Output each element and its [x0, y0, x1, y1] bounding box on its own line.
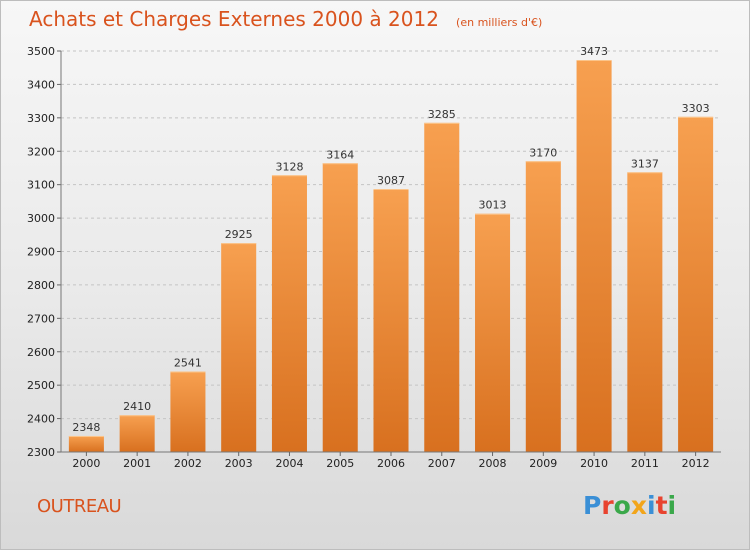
bar-2001 [119, 415, 155, 452]
x-tick-label: 2006 [377, 457, 405, 470]
labels: 2348 2410 2541 2925 3128 3164 3087 3285 3013 3170… [72, 45, 709, 434]
data-label-2007: 3285 [428, 108, 456, 121]
logo-letter: i [667, 491, 677, 520]
bar-2004 [271, 175, 307, 452]
x-tick-label: 2010 [580, 457, 608, 470]
data-label-2006: 3087 [377, 174, 405, 187]
x-tick-label: 2001 [123, 457, 151, 470]
data-label-2012: 3303 [682, 102, 710, 115]
y-tick-label: 2400 [27, 413, 55, 426]
x-tick-label: 2012 [682, 457, 710, 470]
y-tick-label: 2800 [27, 279, 55, 292]
x-tick-label: 2002 [174, 457, 202, 470]
y-tick-label: 3100 [27, 179, 55, 192]
data-label-2010: 3473 [580, 45, 608, 58]
bar-2011 [627, 172, 663, 453]
data-label-2004: 3128 [275, 160, 303, 173]
y-tick-label: 2600 [27, 346, 55, 359]
y-tick-label: 3500 [27, 45, 55, 58]
x-tick-label: 2007 [428, 457, 456, 470]
axes: 2300 2400 2500 2600 2700 2800 2900 3000 3100 3200… [27, 45, 721, 470]
x-tick-label: 2008 [479, 457, 507, 470]
y-tick-label: 2500 [27, 379, 55, 392]
data-label-2001: 2410 [123, 400, 151, 413]
x-tick-label: 2005 [326, 457, 354, 470]
data-label-2008: 3013 [479, 199, 507, 212]
bar-2007 [424, 122, 460, 453]
chart-header: Achats et Charges Externes 2000 à 2012 (… [29, 7, 542, 31]
x-tick-label: 2011 [631, 457, 659, 470]
logo-letter: x [630, 491, 647, 520]
logo-letter: P [583, 491, 602, 520]
bar-2010 [576, 60, 612, 453]
data-label-2003: 2925 [225, 228, 253, 241]
data-label-2011: 3137 [631, 157, 659, 170]
data-label-2000: 2348 [72, 421, 100, 434]
logo-letter: r [601, 491, 614, 520]
y-tick-label: 3000 [27, 212, 55, 225]
y-tick-label: 2900 [27, 246, 55, 259]
x-tick-label: 2004 [275, 457, 303, 470]
bars [68, 60, 714, 453]
bar-2006 [373, 189, 409, 452]
y-tick-label: 2700 [27, 312, 55, 325]
y-tick-label: 3200 [27, 145, 55, 158]
bar-2009 [525, 161, 561, 452]
proxiti-logo[interactable]: Proxiti [583, 491, 676, 520]
logo-letter: i [647, 491, 656, 520]
bar-2008 [475, 213, 511, 452]
x-tick-label: 2009 [529, 457, 557, 470]
bar-2005 [322, 163, 358, 452]
logo-letter: o [613, 491, 631, 520]
bar-2003 [221, 243, 257, 452]
chart-subtitle: (en milliers d'€) [456, 16, 543, 29]
y-tick-label: 2300 [27, 446, 55, 459]
place-name: OUTREAU [37, 496, 122, 517]
x-tick-label: 2000 [72, 457, 100, 470]
chart-title: Achats et Charges Externes 2000 à 2012 [29, 7, 439, 31]
data-label-2005: 3164 [326, 148, 354, 161]
bar-2000 [68, 435, 104, 452]
data-label-2002: 2541 [174, 356, 202, 369]
x-tick-label: 2003 [225, 457, 253, 470]
y-tick-label: 3300 [27, 112, 55, 125]
logo-letter: t [655, 491, 668, 520]
data-label-2009: 3170 [529, 146, 557, 159]
y-tick-label: 3400 [27, 78, 55, 91]
bar-2012 [678, 116, 714, 452]
bar-2002 [170, 371, 206, 452]
